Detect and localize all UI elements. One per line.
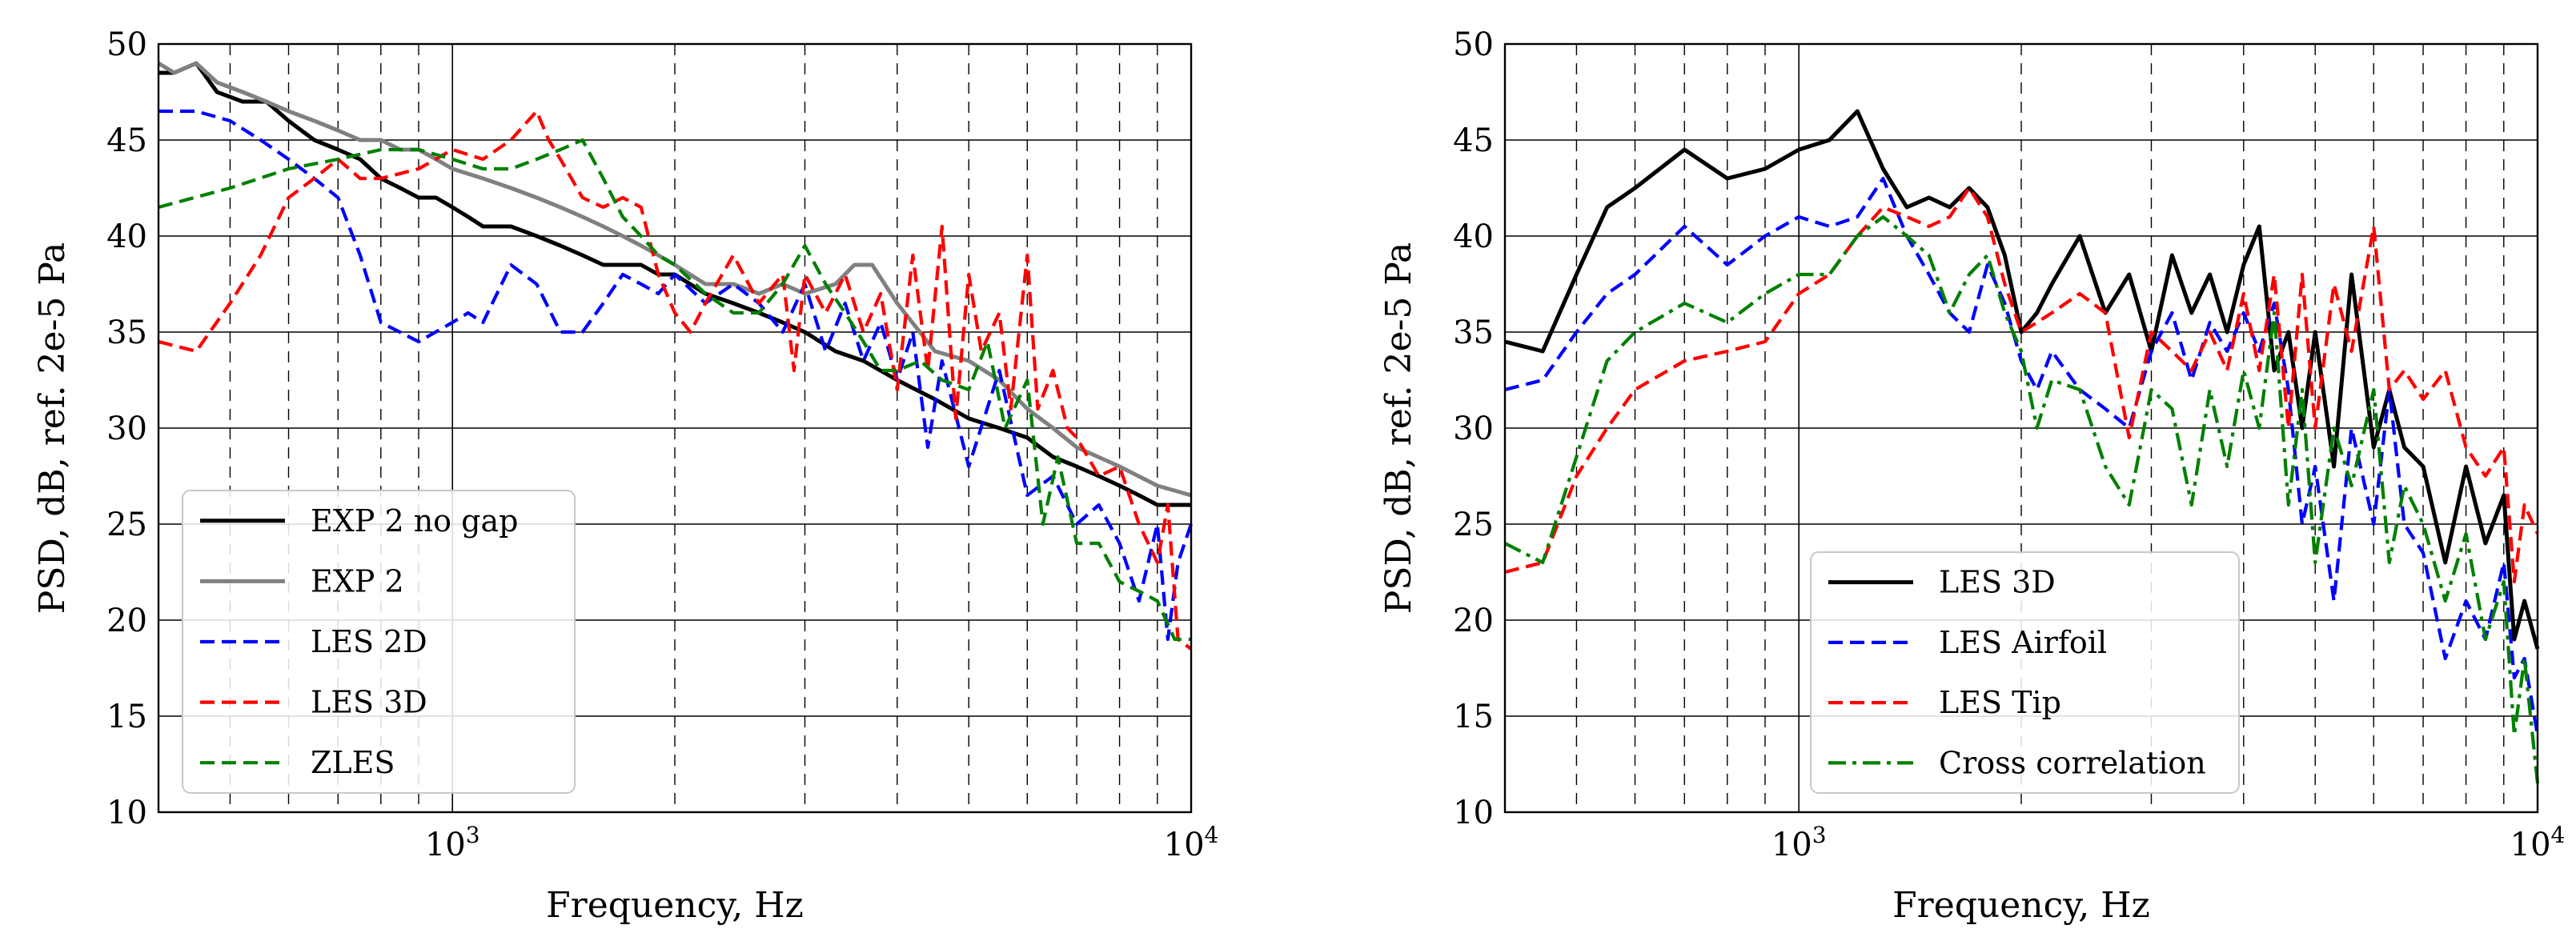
- legend-entry: LES 3D: [1939, 565, 2056, 600]
- series-line-les-2d: [158, 109, 1193, 642]
- legend-box: [1810, 551, 2240, 794]
- legend-entry: LES 3D: [311, 685, 427, 720]
- y-tick-label: 10: [106, 795, 147, 831]
- series-group: [1504, 109, 2540, 784]
- y-tick-label: 40: [106, 218, 147, 255]
- legend-entry: EXP 2: [311, 563, 404, 599]
- x-tick-label: 103: [425, 822, 480, 863]
- legend: EXP 2 no gap EXP 2 LES 2D LES 3D ZLES: [182, 490, 576, 794]
- y-tick-label: 30: [106, 410, 147, 447]
- y-tick-label: 25: [106, 507, 147, 543]
- x-ticks: 103 104: [1772, 822, 2566, 863]
- legend-entry: ZLES: [311, 745, 395, 780]
- y-tick-label: 15: [106, 699, 147, 735]
- series-line-les-airfoil: [1504, 176, 2540, 736]
- x-tick-label: 104: [2510, 822, 2566, 863]
- y-tick-label: 40: [1453, 218, 1494, 255]
- y-axis-label: PSD, dB, ref. 2e-5 Pa: [1378, 242, 1419, 614]
- legend-entry: LES Airfoil: [1939, 625, 2107, 660]
- plot-frame: [157, 42, 1193, 814]
- x-axis-label: Frequency, Hz: [1892, 885, 2150, 926]
- y-tick-label: 30: [1453, 410, 1494, 447]
- y-tick-label: 50: [106, 26, 147, 63]
- series-line-les-3d: [1504, 109, 2540, 650]
- series-line-exp-2: [157, 61, 1192, 498]
- y-ticks: 10 15 20 25 30 35 40 45 50: [1453, 26, 1494, 831]
- y-tick-label: 45: [1453, 122, 1494, 159]
- x-tick-label: 104: [1164, 822, 1219, 863]
- legend-entry: EXP 2 no gap: [311, 503, 518, 539]
- y-axis-label: PSD, dB, ref. 2e-5 Pa: [32, 242, 73, 614]
- x-ticks: 103 104: [425, 822, 1219, 863]
- series-line-zles: [158, 138, 1191, 642]
- chart-panel-2: 10 15 20 25 30 35 40 45 50 103 104 Frequency, Hz PSD…: [1378, 26, 2565, 926]
- legend: LES 3D LES Airfoil LES Tip Cross correlatio…: [1810, 551, 2240, 794]
- y-tick-label: 10: [1453, 795, 1494, 831]
- series-group: [157, 61, 1193, 651]
- x-axis-label: Frequency, Hz: [546, 885, 804, 926]
- series-line-exp-2-no-gap: [158, 61, 1191, 507]
- y-tick-label: 50: [1453, 26, 1494, 63]
- y-tick-label: 20: [1453, 603, 1494, 639]
- y-tick-label: 20: [106, 603, 147, 639]
- legend-entry: LES Tip: [1939, 685, 2061, 720]
- y-tick-label: 35: [1453, 314, 1494, 351]
- y-tick-label: 35: [106, 314, 147, 351]
- y-ticks: 10 15 20 25 30 35 40 45 50: [106, 26, 147, 831]
- legend-entry: Cross correlation: [1939, 745, 2206, 780]
- series-line-les-3d: [158, 109, 1193, 651]
- y-tick-label: 15: [1453, 699, 1494, 735]
- legend-entry: LES 2D: [311, 624, 427, 659]
- x-tick-label: 103: [1772, 822, 1827, 863]
- chart-panel-1: 10 15 20 25 30 35 40 45 50 103 104 Frequency, Hz PSD…: [32, 26, 1218, 926]
- y-tick-label: 25: [1453, 507, 1494, 543]
- series-line-cross-correlation: [1504, 214, 2540, 784]
- plot-frame: [1503, 42, 2539, 814]
- legend-box: [182, 490, 576, 794]
- y-tick-label: 45: [106, 122, 147, 159]
